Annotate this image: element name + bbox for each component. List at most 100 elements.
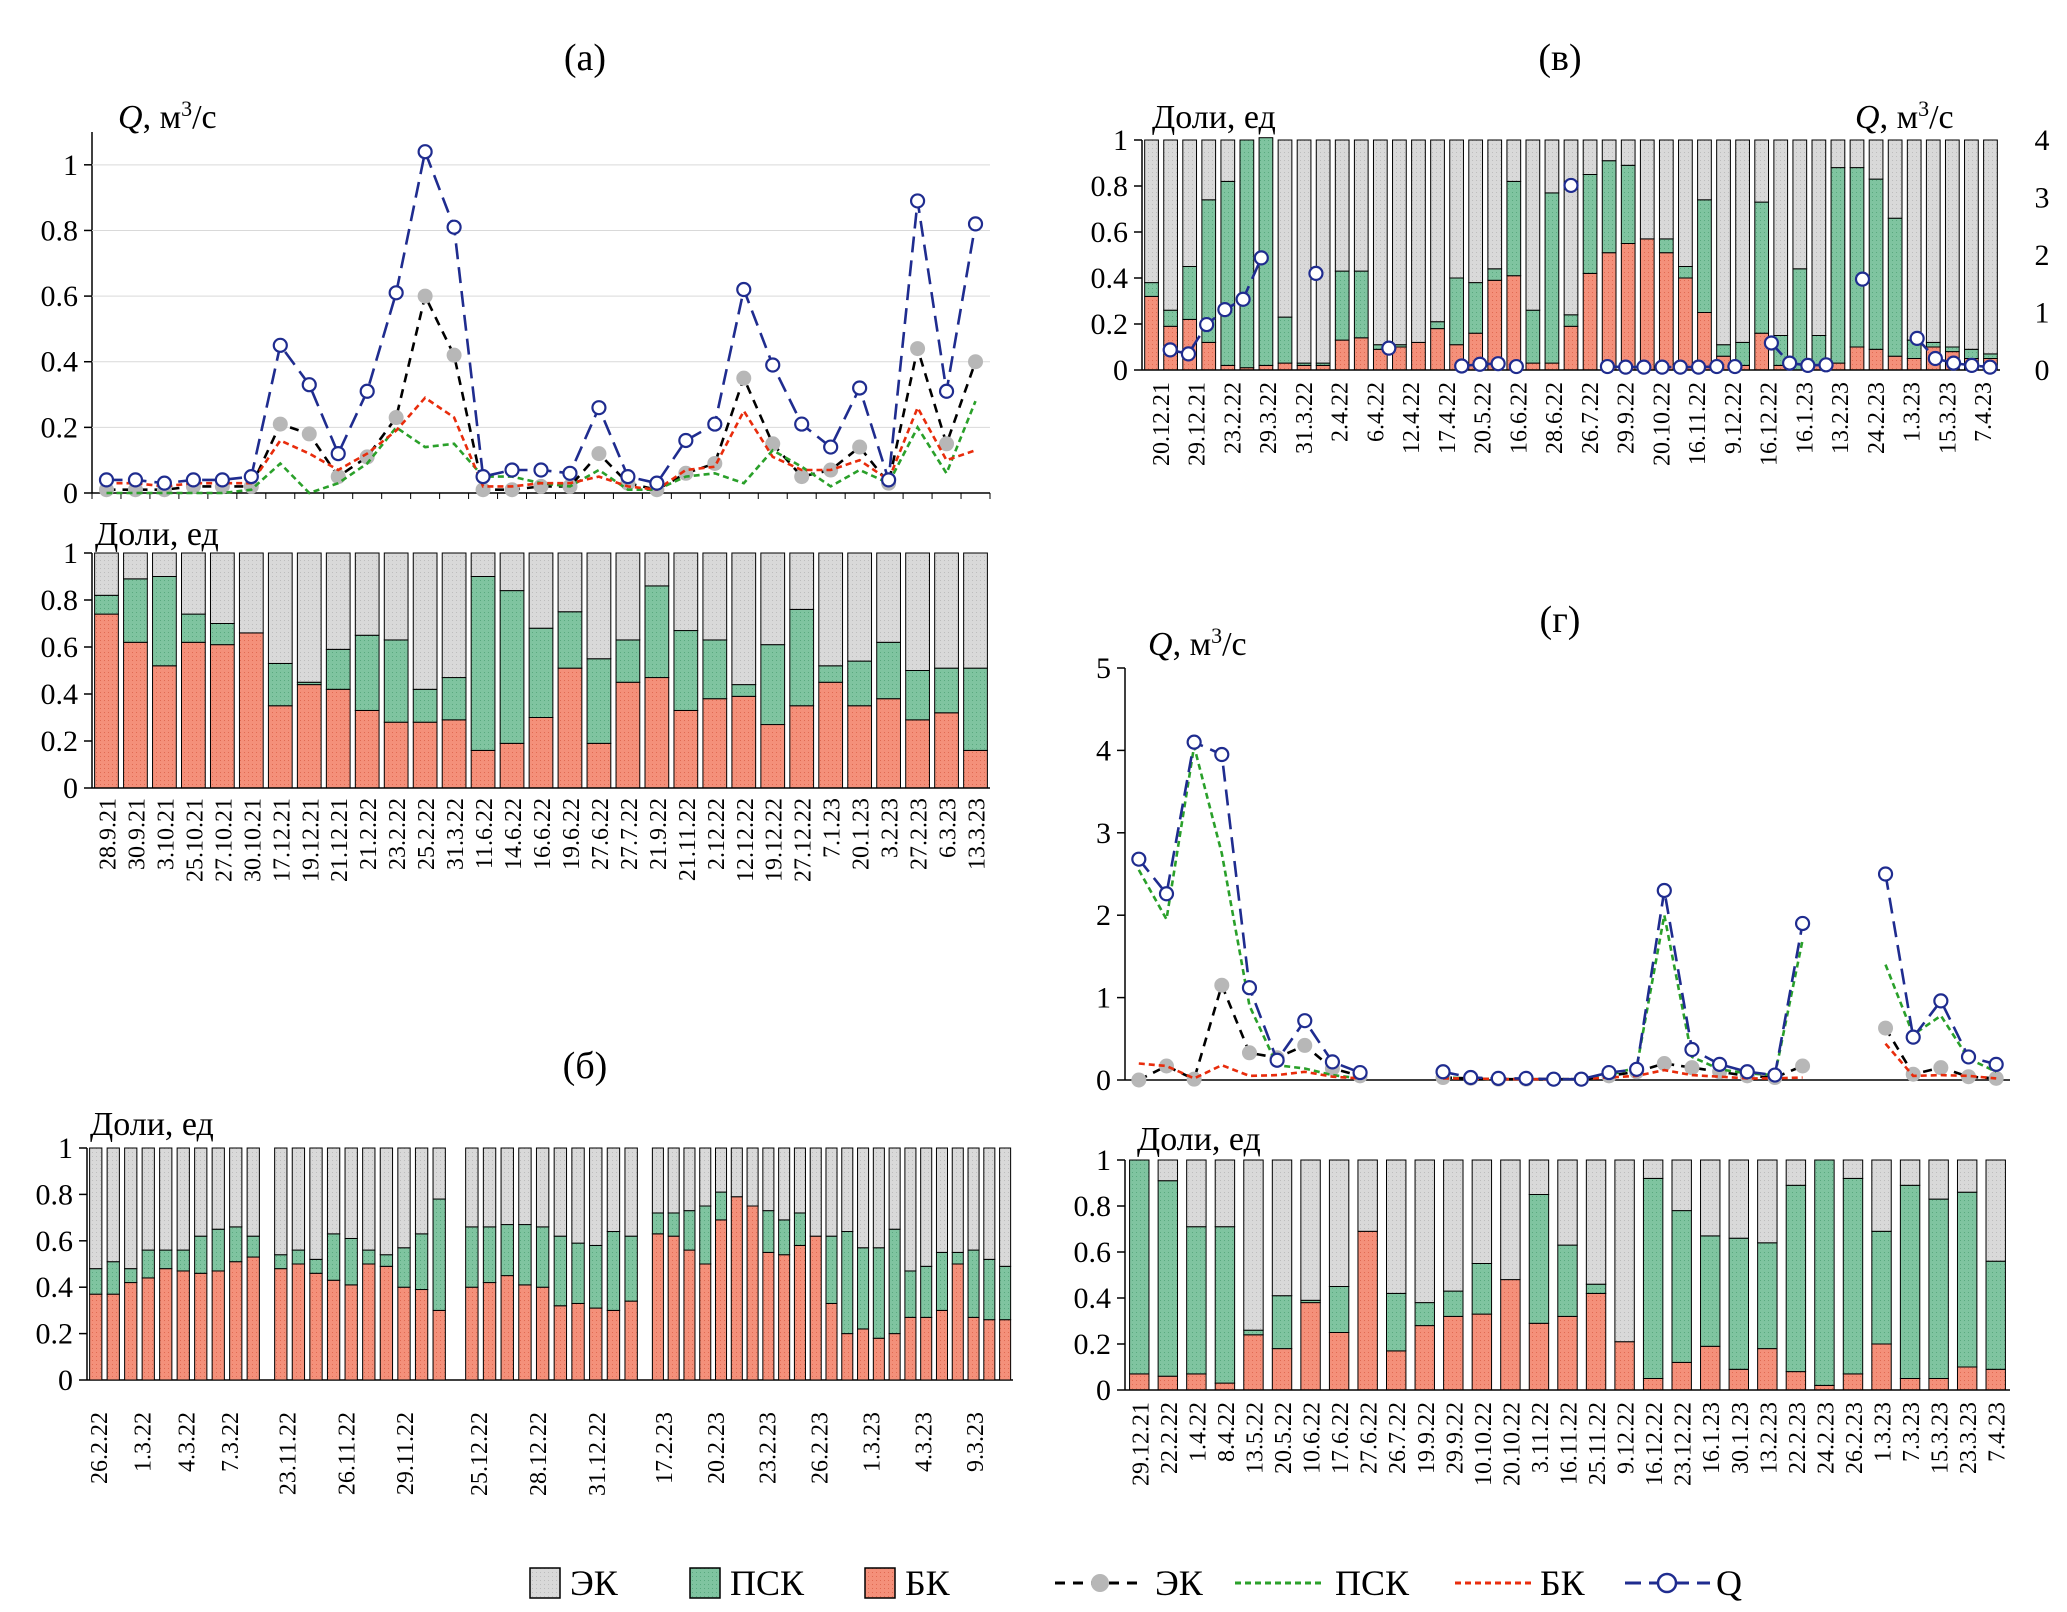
bar-psk-v-37 [1849, 167, 1865, 348]
bar-bk-v-38 [1868, 348, 1884, 371]
legend-label-psk-line: ПСК [1335, 1563, 1410, 1603]
bar-psk-b-0-5 [176, 1249, 190, 1272]
bar-ek-b-2-1 [482, 1147, 497, 1228]
bar-ek-b-0-6 [194, 1147, 208, 1237]
bar-ek-a-19 [644, 552, 670, 587]
x-label-g-23: 22.2.23 [1785, 1402, 1811, 1474]
series-a-0-point-11 [417, 288, 433, 304]
bar-bk-a-19 [644, 677, 670, 789]
bar-psk-v-19 [1506, 180, 1522, 277]
bar-psk-v-32 [1754, 201, 1770, 334]
panel-label-a: (а) [564, 37, 606, 79]
series-a-3-point-24 [794, 416, 810, 432]
x-label-b-0-3: 7.3.22 [218, 1412, 244, 1472]
bar-psk-a-9 [354, 634, 380, 711]
bar-bk-b-0-6 [194, 1272, 208, 1381]
bar-psk-b-0-1 [106, 1261, 120, 1295]
y-tick-label-a-bot-4: 0.8 [41, 584, 79, 617]
x-label-v-1: 29.12.21 [1185, 382, 1211, 466]
bar-ek-g-3 [1214, 1159, 1236, 1228]
bar-ek-g-19 [1671, 1159, 1692, 1212]
series-g-3-point-12 [1463, 1069, 1479, 1086]
bar-ek-g-26 [1871, 1159, 1892, 1232]
bar-psk-v-7 [1277, 316, 1293, 364]
bar-psk-b-2-8 [606, 1231, 621, 1311]
bar-bk-b-0-9 [246, 1256, 260, 1381]
x-label-g-6: 10.6.22 [1300, 1402, 1326, 1474]
series-g-3-line-1 [1442, 890, 1804, 1081]
y2-tick-label-v-2: 2 [2035, 239, 2050, 272]
bar-bk-v-22 [1563, 325, 1579, 371]
series-a-0-line-0 [106, 292, 977, 492]
bar-ek-g-29 [1956, 1159, 1978, 1193]
bar-bk-b-3-18 [935, 1309, 949, 1381]
panel-label-v: (в) [1538, 37, 1581, 79]
bar-bk-a-16 [557, 667, 583, 789]
bar-bk-a-6 [267, 705, 293, 789]
bar-bk-b-0-7 [211, 1270, 225, 1381]
bar-ek-b-0-4 [159, 1147, 173, 1251]
y-tick-label-b-0: 0 [58, 1364, 73, 1397]
bar-psk-a-4 [209, 623, 235, 646]
x-label-b-0-1: 1.3.22 [131, 1412, 157, 1472]
bar-psk-g-4 [1243, 1329, 1264, 1336]
bar-ek-a-12 [441, 552, 467, 679]
series-v-q-point-28 [1654, 359, 1670, 375]
series-g-3-point-27 [1877, 866, 1894, 882]
bar-ek-a-26 [847, 552, 873, 662]
bar-psk-b-3-18 [935, 1251, 949, 1311]
bar-ek-v-2 [1182, 139, 1198, 267]
series-g-3-point-7 [1324, 1054, 1341, 1070]
series-g-1-line-2 [1884, 964, 1997, 1073]
bar-bk-b-3-19 [951, 1263, 964, 1381]
bar-psk-a-16 [557, 611, 583, 669]
bar-bk-v-20 [1525, 362, 1541, 371]
bar-psk-g-29 [1956, 1191, 1978, 1368]
x-label-b-0-2: 4.3.22 [174, 1412, 200, 1472]
bar-ek-g-6 [1300, 1159, 1321, 1301]
bar-bk-b-1-4 [344, 1284, 358, 1381]
bar-bk-v-23 [1582, 272, 1598, 371]
series-g-3-point-2 [1186, 734, 1202, 750]
bar-psk-g-14 [1528, 1194, 1550, 1324]
bar-psk-b-3-17 [920, 1265, 933, 1318]
bar-ek-v-29 [1697, 139, 1712, 201]
bar-bk-g-0 [1129, 1373, 1150, 1391]
series-a-0-point-15 [533, 478, 549, 494]
series-a-3-line-0 [106, 147, 977, 485]
bar-psk-b-1-7 [397, 1247, 411, 1288]
series-v-q-point-32 [1727, 358, 1743, 375]
legend-label-q: Q [1716, 1563, 1742, 1603]
ylabel-b: Доли, ед [90, 1106, 214, 1143]
bar-ek-a-9 [354, 552, 380, 636]
bar-psk-b-2-5 [553, 1235, 568, 1307]
series-a-0-point-12 [446, 347, 462, 363]
x-label-b-3-1: 20.2.23 [704, 1412, 730, 1484]
bar-ek-b-2-0 [465, 1147, 479, 1228]
bar-bk-a-15 [528, 717, 554, 789]
legend-marker-ek [1091, 1574, 1109, 1592]
bar-ek-a-14 [499, 552, 525, 592]
bar-ek-v-40 [1906, 139, 1922, 341]
y2-tick-label-v-3: 3 [2035, 182, 2050, 215]
bar-bk-b-3-17 [920, 1316, 933, 1381]
x-label-g-1: 22.2.22 [1157, 1402, 1183, 1474]
bar-bk-b-3-8 [778, 1254, 791, 1381]
x-label-a-28: 27.2.23 [907, 798, 933, 870]
bar-psk-g-3 [1214, 1226, 1236, 1384]
bar-ek-g-27 [1899, 1159, 1921, 1186]
bar-psk-g-2 [1186, 1226, 1207, 1375]
bar-ek-a-29 [934, 552, 959, 669]
y-tick-label-g-bot-1: 0.2 [1074, 1328, 1112, 1361]
bar-bk-b-2-8 [606, 1309, 621, 1381]
bar-bk-b-0-5 [176, 1270, 190, 1381]
bar-psk-b-3-15 [888, 1228, 901, 1335]
bar-ek-a-4 [209, 552, 235, 624]
bar-psk-b-0-2 [124, 1268, 138, 1284]
y-tick-label-g-top-1: 1 [1096, 982, 1111, 1015]
series-g-0-point-30 [1961, 1069, 1977, 1085]
series-a-0-point-10 [388, 410, 404, 426]
x-label-a-12: 31.3.22 [443, 798, 469, 870]
bar-bk-g-3 [1214, 1382, 1236, 1391]
bar-ek-v-13 [1392, 139, 1407, 346]
